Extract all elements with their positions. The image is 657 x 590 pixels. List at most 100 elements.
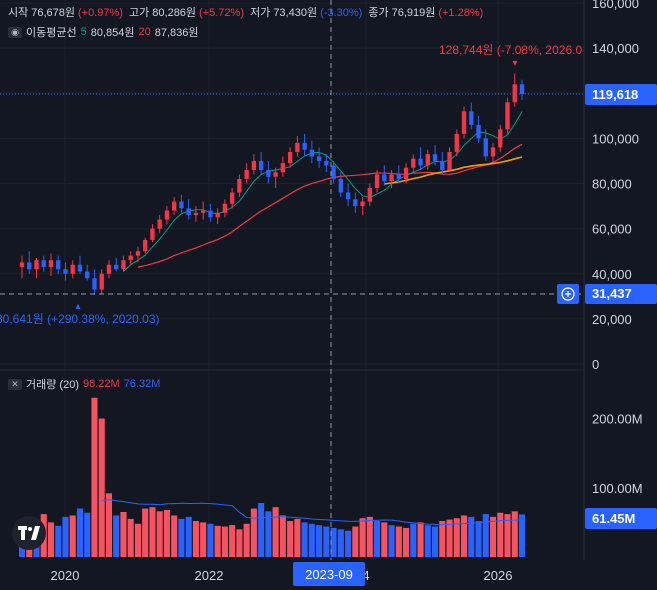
volume-value: 98.22M [82,378,120,390]
close-icon[interactable]: ✕ [8,378,22,390]
volume-bar [366,516,373,557]
candle-body [27,262,32,270]
candle-body [403,167,409,179]
price-tick-label: 140,000 [592,41,639,56]
ohlc-legend: 시작 76,678원 (+0.97%) 고가 80,286원 (+5.72%) 저가 73… [8,4,486,20]
price-tick-label: 60,000 [592,222,632,237]
volume-bar [84,512,91,557]
candle-body [324,160,329,166]
candle-body [128,255,133,261]
volume-bar [192,521,199,557]
price-tick-label: 0 [592,357,599,372]
last-volume-text: 61.45M [592,511,635,526]
volume-bar [156,511,163,557]
candle-body [432,154,438,161]
candle-body [106,264,112,274]
volume-bar [236,529,243,557]
ma-legend[interactable]: ◉ 이동평균선 5 80,854원 20 87,836원 [8,24,199,40]
low-label: 저가 [250,7,271,19]
volume-bar [142,508,149,557]
candle-body [157,219,162,229]
candle-body [353,199,358,207]
candle-body [490,147,496,157]
volume-bar [323,526,330,557]
volume-ma-line [101,499,523,526]
volume-bar [374,521,381,557]
last-volume-badge [585,508,657,529]
ma60-line [384,156,523,185]
volume-bar [352,526,359,557]
candle-body [309,149,315,157]
volume-bar [453,518,460,557]
volume-bar [460,515,468,557]
candle-body [208,210,213,218]
volume-bar [105,493,112,557]
candle-body [114,264,119,270]
tradingview-logo[interactable] [12,516,46,550]
ma20-line [137,143,523,268]
volume-bar [439,521,446,557]
candle-body [99,273,104,290]
candle-body [374,174,380,189]
price-tick-label: 40,000 [592,267,632,282]
volume-bar [120,512,127,557]
candle-body [135,251,141,256]
price-axis[interactable]: 160,000140,000120,000100,00080,00060,000… [592,0,639,372]
volume-bar [301,522,308,557]
volume-bar [185,516,192,557]
volume-axis[interactable]: 200.00M 100.00M [592,412,643,496]
volume-series [18,397,526,557]
low-value: 73,430원 [273,7,318,19]
volume-bar [91,397,98,557]
candle-body [418,158,423,166]
high-marker-icon: ▾ [512,58,517,69]
candle-body [251,160,257,170]
candle-body [200,210,206,213]
volume-legend[interactable]: ✕ 거래량 (20) 98.22M 76.32M [8,376,160,392]
candle-body [56,260,61,270]
volume-label: 거래량 (20) [26,379,79,391]
volume-bar [171,515,178,557]
candle-body [237,178,242,193]
ma-label: 이동평균선 [26,27,77,39]
hide-eye-icon[interactable]: ◉ [8,26,22,38]
candle-body [447,151,452,170]
volume-tick-label: 100.00M [592,481,643,496]
candle-body [193,212,199,216]
volume-bar [417,522,424,557]
candle-body [70,264,75,274]
candle-body [382,174,387,182]
low-annotation: 30,641원 (+290.38%, 2020.03) [0,312,160,326]
volume-bar [279,515,286,557]
time-tick-label: 2022 [195,568,224,583]
volume-bar [229,525,236,557]
volume-bar [468,516,475,557]
candle-body [121,260,126,270]
candle-body [512,84,517,103]
volume-bar [113,515,120,557]
candle-body [469,111,474,125]
crosshair-price-badge [585,284,657,304]
high-value: 80,286원 [152,7,197,19]
time-axis[interactable]: 2020 2022 4 2026 [51,568,513,583]
volume-bar [410,523,417,557]
volume-bar [403,527,410,557]
candle-body [389,174,394,182]
low-marker-icon: ▴ [75,301,80,312]
crosshair-price-text: 31,437 [592,286,632,301]
candle-body [19,262,25,267]
candlestick-series [19,73,525,295]
open-label: 시작 [8,7,29,19]
candle-body [179,201,184,209]
candle-body [92,278,97,290]
ma20-period: 20 [138,26,151,38]
open-value: 76,678원 [31,7,76,19]
volume-tick-label: 200.00M [592,412,643,427]
volume-bar [475,521,482,557]
candle-body [476,124,481,139]
volume-bar [316,525,323,557]
tradingview-logo-icon [18,526,40,540]
candle-body [244,169,249,179]
candle-body [273,172,278,177]
